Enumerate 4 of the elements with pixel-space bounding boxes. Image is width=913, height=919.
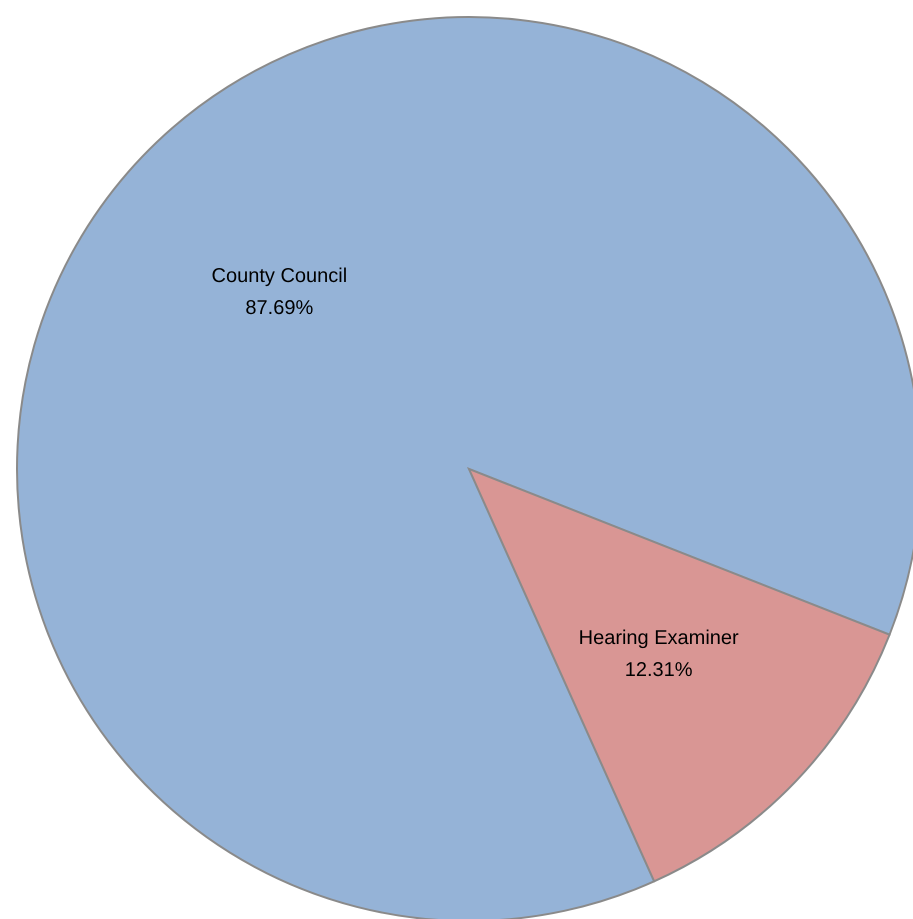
data-label: 87.69% [245,297,314,320]
data-label: 12.31% [624,658,693,681]
slice-label: Hearing Examiner [578,626,740,649]
slice-label: County Council [212,265,348,288]
